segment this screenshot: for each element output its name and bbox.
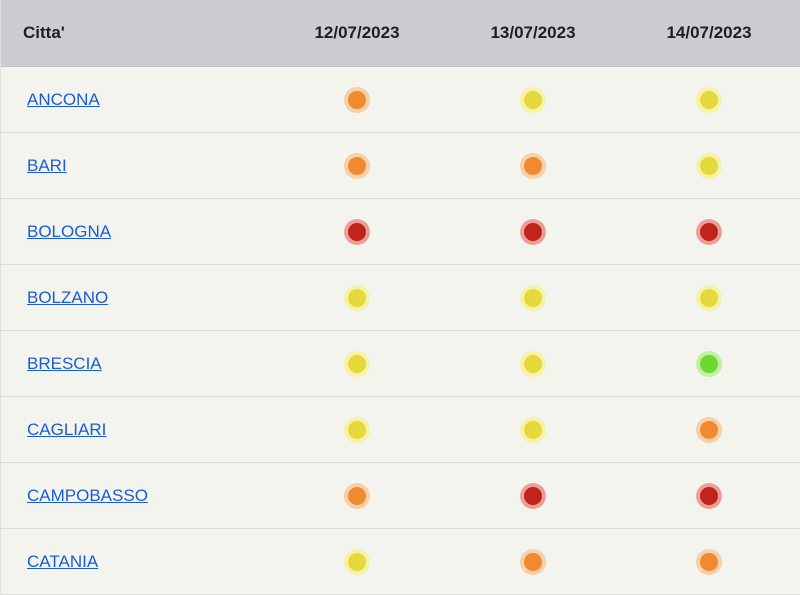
risk-level-dot	[524, 90, 542, 109]
city-link-bari[interactable]: BARI	[27, 155, 67, 175]
risk-level-dot	[524, 486, 542, 505]
risk-level-dot	[700, 288, 718, 307]
table-header: Citta' 12/07/2023 13/07/2023 14/07/2023	[1, 0, 800, 67]
city-link-bolzano[interactable]: BOLZANO	[27, 287, 109, 307]
risk-level-dot	[524, 288, 542, 307]
risk-level-dot	[348, 90, 366, 109]
table-row: BRESCIA	[1, 331, 800, 397]
risk-level-dot	[348, 486, 366, 505]
city-link-cagliari[interactable]: CAGLIARI	[27, 419, 107, 439]
risk-level-dot	[524, 222, 542, 241]
risk-level-dot	[524, 354, 542, 373]
risk-level-dot	[700, 486, 718, 505]
risk-level-dot	[348, 354, 366, 373]
risk-level-dot	[700, 420, 718, 439]
risk-level-dot	[348, 288, 366, 307]
city-link-campobasso[interactable]: CAMPOBASSO	[27, 485, 148, 505]
table-row: CATANIA	[1, 529, 800, 595]
column-header-city: Citta'	[23, 23, 65, 42]
table-row: BOLOGNA	[1, 199, 800, 265]
risk-level-dot	[348, 222, 366, 241]
table-row: CAGLIARI	[1, 397, 800, 463]
risk-level-dot	[524, 420, 542, 439]
risk-level-dot	[348, 156, 366, 175]
risk-level-dot	[700, 354, 718, 373]
column-header-date-1: 12/07/2023	[314, 23, 400, 42]
risk-level-dot	[524, 156, 542, 175]
risk-level-dot	[700, 90, 718, 109]
column-header-date-3: 14/07/2023	[666, 23, 752, 42]
risk-level-dot	[700, 222, 718, 241]
column-header-date-2: 13/07/2023	[490, 23, 576, 42]
table-row: BOLZANO	[1, 265, 800, 331]
city-link-bologna[interactable]: BOLOGNA	[27, 221, 112, 241]
table-row: CAMPOBASSO	[1, 463, 800, 529]
risk-level-dot	[348, 552, 366, 571]
city-link-ancona[interactable]: ANCONA	[27, 89, 100, 109]
risk-level-dot	[524, 552, 542, 571]
risk-level-dot	[348, 420, 366, 439]
risk-level-dot	[700, 156, 718, 175]
table-row: ANCONA	[1, 67, 800, 133]
table-row: BARI	[1, 133, 800, 199]
city-link-catania[interactable]: CATANIA	[27, 551, 99, 571]
city-link-brescia[interactable]: BRESCIA	[27, 353, 102, 373]
risk-level-dot	[700, 552, 718, 571]
